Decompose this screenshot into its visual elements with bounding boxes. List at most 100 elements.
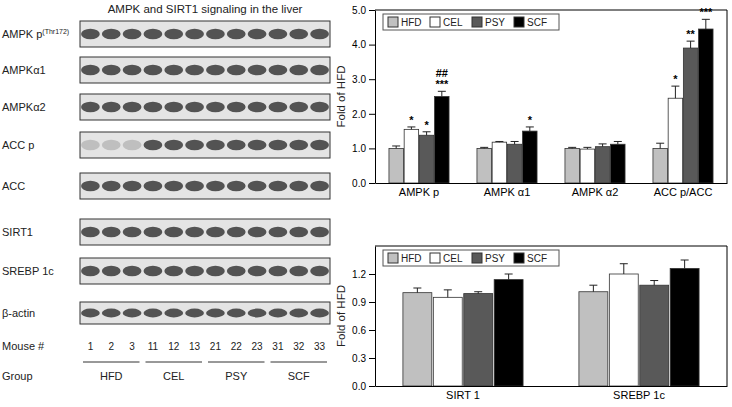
bar-chart: *****##*******0.01.02.03.04.05.0AMPK pAM… xyxy=(335,5,728,198)
error-bar xyxy=(620,264,628,274)
blot-band xyxy=(185,266,204,276)
mouse-number: 1 xyxy=(88,341,94,352)
blot-title: AMPK and SIRT1 signaling in the liver xyxy=(108,3,303,15)
blot-band xyxy=(269,65,288,75)
blot-band xyxy=(144,309,163,318)
y-tick: 4.0 xyxy=(352,39,375,50)
blot-band xyxy=(123,140,142,150)
x-tick: AMPK p xyxy=(399,183,439,198)
y-tick-mark xyxy=(369,10,375,11)
y-tick-label: 0.9 xyxy=(352,297,366,308)
error-bar xyxy=(407,127,415,129)
blot-band xyxy=(227,65,246,75)
blot-band xyxy=(102,181,121,191)
group-bracket xyxy=(271,362,328,363)
bar xyxy=(668,98,682,183)
error-cap xyxy=(423,131,431,132)
x-tick-label: SREBP 1c xyxy=(613,389,665,401)
y-tick-label: 0.3 xyxy=(352,353,366,364)
error-stem xyxy=(447,290,448,297)
blot-band xyxy=(206,309,225,318)
blot-band xyxy=(269,140,288,150)
y-tick-label: 5.0 xyxy=(352,5,366,16)
group-name: SCF xyxy=(288,370,310,382)
x-axis-line xyxy=(376,386,728,387)
blot-band xyxy=(102,309,121,318)
blot-panel: AMPK and SIRT1 signaling in the liverAMP… xyxy=(2,3,330,382)
y-tick-mark xyxy=(369,114,375,115)
plot-area xyxy=(403,260,699,386)
y-axis-title: Fold of HFD xyxy=(335,285,347,347)
blot-strip xyxy=(80,219,330,245)
mouse-number: 3 xyxy=(129,341,135,352)
legend-swatch xyxy=(514,17,524,27)
significance-label: * xyxy=(673,73,678,85)
error-bar xyxy=(589,285,597,292)
legend-swatch xyxy=(472,17,482,27)
error-stem xyxy=(441,91,442,96)
figure: AMPK and SIRT1 signaling in the liver AMP… xyxy=(0,0,732,407)
blot-band xyxy=(227,102,246,112)
error-bar xyxy=(681,260,689,268)
bar xyxy=(523,131,537,183)
blot-band xyxy=(289,309,308,318)
significance-label: *** xyxy=(435,78,449,90)
blot-band xyxy=(102,65,121,75)
y-tick-mark xyxy=(369,274,375,275)
group-bracket xyxy=(83,362,140,363)
legend-label: HFD xyxy=(401,17,422,28)
blot-band xyxy=(248,181,267,191)
blot-band xyxy=(248,65,267,75)
blot-strip xyxy=(80,57,330,83)
blot-band xyxy=(81,29,100,39)
blot-band xyxy=(206,65,225,75)
blot-band xyxy=(144,227,163,237)
error-stem xyxy=(705,19,706,29)
error-bar xyxy=(392,146,400,148)
bar xyxy=(670,268,699,386)
bar-chart: 0.00.30.60.91.2SIRT 1SREBP 1cFold of HFD… xyxy=(335,246,728,401)
y-tick: 5.0 xyxy=(352,5,375,16)
bar xyxy=(389,148,403,183)
blot-strip xyxy=(80,302,330,324)
blot-band xyxy=(289,102,308,112)
error-cap xyxy=(681,260,689,261)
blot-band xyxy=(227,227,246,237)
legend-label: SCF xyxy=(527,253,547,264)
blot-band xyxy=(248,29,267,39)
blot-band xyxy=(123,29,142,39)
error-bar xyxy=(505,274,513,280)
y-tick: 1.2 xyxy=(352,269,375,280)
frame-top xyxy=(375,246,727,247)
blot-row-label: ACC xyxy=(2,180,25,192)
blot-band xyxy=(185,140,204,150)
error-bar xyxy=(480,147,488,148)
legend-swatch xyxy=(388,17,398,27)
y-tick-mark xyxy=(369,358,375,359)
group-name: CEL xyxy=(163,370,184,382)
group-name: HFD xyxy=(100,370,123,382)
group-bracket xyxy=(208,362,265,363)
x-tick: AMPK α2 xyxy=(572,183,619,198)
blot-band xyxy=(164,65,183,75)
blot-band xyxy=(164,102,183,112)
x-tick: SREBP 1c xyxy=(613,386,665,401)
legend-frame xyxy=(383,14,559,30)
blot-band xyxy=(123,309,142,318)
blot-band xyxy=(206,227,225,237)
error-stem xyxy=(593,285,594,292)
blot-band xyxy=(206,181,225,191)
blot-band xyxy=(123,65,142,75)
blot-band xyxy=(206,266,225,276)
blot-band xyxy=(164,140,183,150)
y-tick: 2.0 xyxy=(352,109,375,120)
blot-band xyxy=(102,140,121,150)
mouse-number: 11 xyxy=(148,341,159,352)
legend-swatch xyxy=(472,253,482,263)
blot-band xyxy=(289,29,308,39)
blot-band xyxy=(289,140,308,150)
bar xyxy=(492,142,506,183)
legend-swatch xyxy=(430,253,440,263)
legend-label: PSY xyxy=(485,253,505,264)
error-bar xyxy=(650,281,658,286)
